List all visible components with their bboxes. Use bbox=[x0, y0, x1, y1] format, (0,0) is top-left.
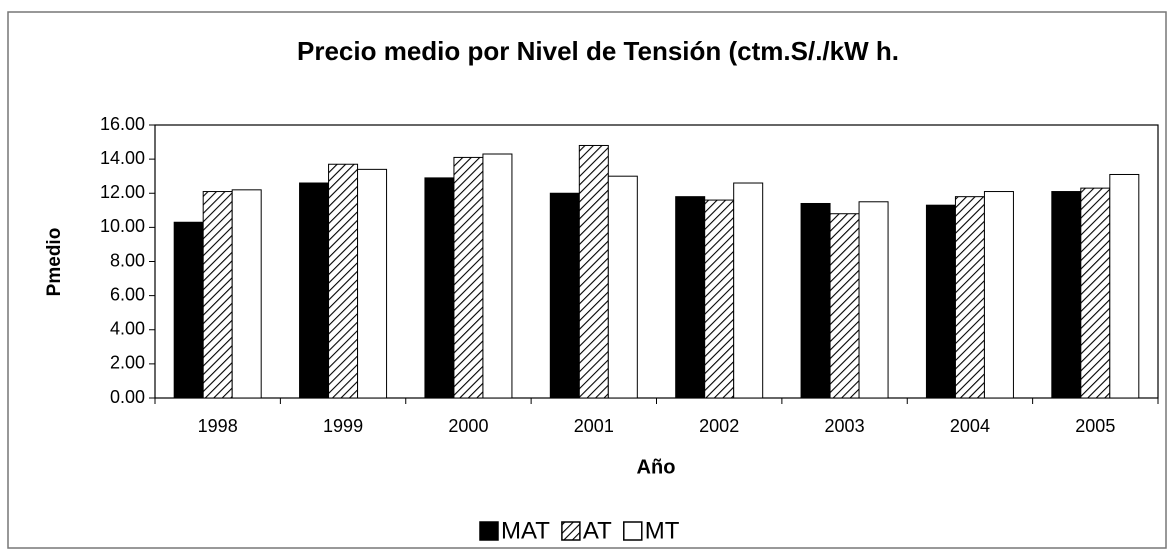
bar bbox=[202, 191, 233, 399]
y-tick-label: 4.00 bbox=[110, 319, 145, 339]
y-tick-label: 8.00 bbox=[110, 250, 145, 270]
y-axis-label: Pmedio bbox=[44, 228, 65, 297]
bar bbox=[482, 153, 513, 399]
x-tick-label: 2005 bbox=[1075, 416, 1115, 436]
x-tick-label: 2004 bbox=[950, 416, 990, 436]
bar bbox=[453, 156, 484, 399]
y-tick-label: 16.00 bbox=[100, 114, 145, 134]
y-tick-label: 6.00 bbox=[110, 284, 145, 304]
bar bbox=[954, 196, 985, 399]
bar bbox=[549, 192, 580, 399]
bar bbox=[1051, 191, 1082, 399]
legend-label: AT bbox=[583, 517, 612, 544]
legend-label: MT bbox=[645, 517, 680, 544]
bar bbox=[800, 202, 831, 399]
bar bbox=[231, 189, 262, 399]
bar bbox=[424, 177, 455, 399]
legend-swatch bbox=[623, 521, 643, 541]
legend-swatch bbox=[479, 521, 499, 541]
y-tick-label: 10.00 bbox=[100, 216, 145, 236]
bar bbox=[925, 204, 956, 399]
bar bbox=[704, 199, 735, 399]
bar bbox=[607, 175, 638, 399]
bar bbox=[357, 168, 388, 399]
y-tick-label: 0.00 bbox=[110, 387, 145, 407]
y-tick-label: 2.00 bbox=[110, 353, 145, 373]
x-axis-label: Año bbox=[637, 456, 676, 478]
legend-swatch bbox=[561, 521, 581, 541]
legend-label: MAT bbox=[501, 517, 550, 544]
bar bbox=[1080, 187, 1111, 399]
bar bbox=[299, 182, 330, 399]
x-tick-label: 2001 bbox=[574, 416, 614, 436]
y-tick-label: 12.00 bbox=[100, 182, 145, 202]
bar bbox=[578, 144, 609, 399]
y-tick-label: 14.00 bbox=[100, 148, 145, 168]
bar bbox=[675, 196, 706, 399]
chart-title: Precio medio por Nivel de Tensión (ctm.S… bbox=[297, 36, 899, 66]
x-tick-label: 2003 bbox=[825, 416, 865, 436]
bar bbox=[983, 191, 1014, 399]
x-tick-label: 1998 bbox=[198, 416, 238, 436]
bar bbox=[858, 201, 889, 399]
bar bbox=[173, 221, 204, 399]
x-tick-label: 2000 bbox=[448, 416, 488, 436]
x-tick-label: 2002 bbox=[699, 416, 739, 436]
bar bbox=[1109, 173, 1140, 399]
bar bbox=[829, 213, 860, 399]
bar bbox=[733, 182, 764, 399]
x-tick-label: 1999 bbox=[323, 416, 363, 436]
bar bbox=[328, 163, 359, 399]
